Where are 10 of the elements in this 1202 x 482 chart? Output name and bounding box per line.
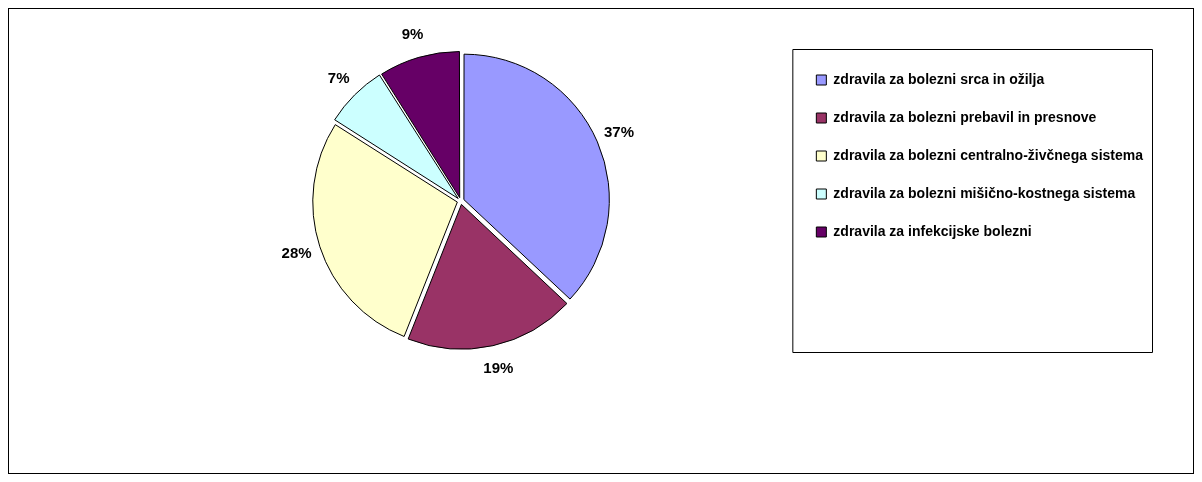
data-label: 19%: [483, 359, 514, 377]
data-label: 9%: [401, 25, 424, 43]
legend-label: zdravila za bolezni mišično-kostnega sistema: [833, 184, 1136, 201]
legend-label: zdravila za bolezni srca in ožilja: [833, 70, 1045, 87]
legend-label: zdravila za bolezni prebavil in presnove: [833, 108, 1097, 125]
legend-label: zdravila za bolezni centralno-živčnega sistema: [833, 146, 1144, 163]
data-label: 7%: [327, 69, 350, 87]
data-label: 28%: [281, 244, 312, 262]
legend-label: zdravila za infekcijske bolezni: [833, 222, 1032, 239]
data-label: 37%: [603, 122, 634, 140]
